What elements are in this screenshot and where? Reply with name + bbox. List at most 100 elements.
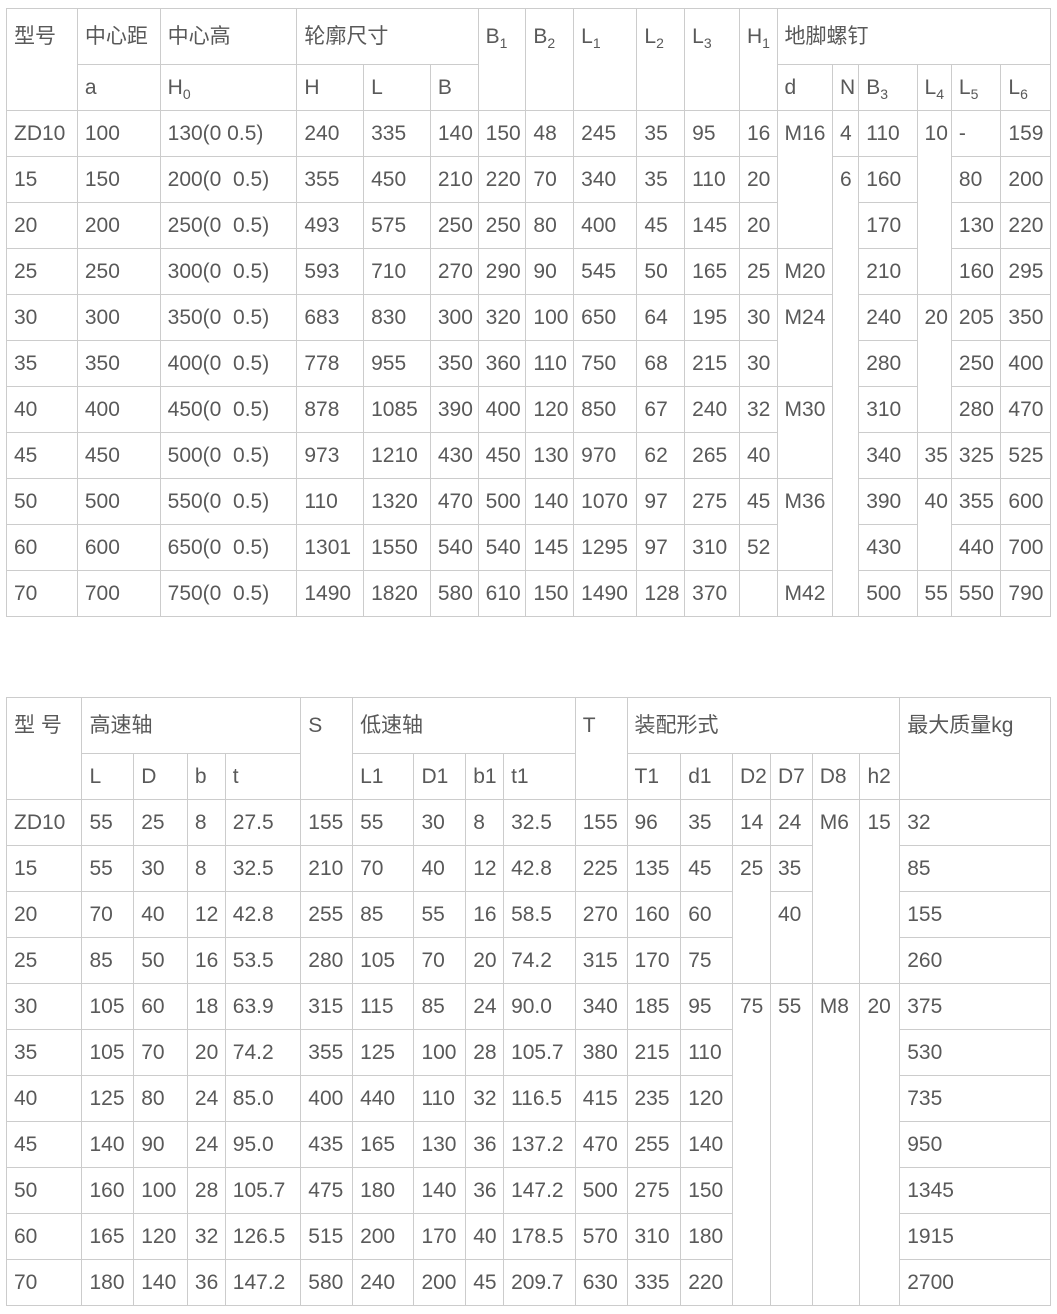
cell: 220: [1000, 202, 1051, 249]
column-header: B: [429, 64, 479, 111]
cell: 130: [413, 1121, 467, 1168]
cell: 340: [574, 983, 628, 1030]
cell: 185: [626, 983, 682, 1030]
cell: 440: [950, 524, 1002, 571]
cell: [738, 570, 778, 617]
cell: 790: [1000, 570, 1051, 617]
cell: ZD10: [5, 799, 83, 846]
cell: 340: [573, 156, 638, 203]
cell: 30: [413, 799, 467, 846]
cell: 1490: [573, 570, 638, 617]
cell: 15: [6, 156, 78, 203]
header-subscript: 1: [762, 35, 770, 52]
cell: 250(0 0.5): [159, 202, 298, 249]
cell: 265: [684, 432, 740, 479]
cell: 140: [81, 1121, 135, 1168]
header-subscript: 4: [936, 86, 945, 103]
cell: 700: [1000, 524, 1051, 571]
cell: 35: [5, 1029, 83, 1076]
cell: 155: [574, 799, 628, 846]
column-header: L6: [1000, 64, 1051, 111]
table-row: 20 200 250(0 0.5) 493 575 250 250 80 400 45 145 20 1…: [6, 202, 1051, 249]
cell: 75: [680, 937, 733, 984]
cell: 45: [6, 432, 78, 479]
cell: 25: [731, 845, 771, 984]
cell: 210: [858, 248, 918, 295]
cell: 160: [81, 1167, 135, 1214]
cell: 20: [859, 983, 901, 1306]
cell: 50: [6, 478, 78, 525]
cell: 470: [574, 1121, 628, 1168]
column-header: t: [224, 753, 302, 800]
cell: 200: [413, 1259, 467, 1306]
cell: 105: [81, 1029, 135, 1076]
cell: 97: [636, 478, 686, 525]
column-header: a: [76, 64, 161, 111]
cell: 24: [186, 1075, 226, 1122]
cell: 280: [950, 386, 1002, 433]
table-row: 50 500 550(0 0.5) 110 1320 470 500 140 1070 97 275…: [6, 478, 1051, 571]
cell: 370: [684, 570, 740, 617]
cell: 130: [950, 202, 1002, 249]
table-row: 70 700 750(0 0.5) 1490 1820 580 610 150 1490 128 3…: [6, 570, 1051, 617]
cell: 85: [413, 983, 467, 1030]
cell: 25: [5, 937, 83, 984]
cell: 220: [477, 156, 527, 203]
column-header: L5: [950, 64, 1002, 111]
column-header: L2: [636, 8, 686, 111]
cell: 360: [477, 340, 527, 387]
column-header: 型号: [6, 8, 78, 111]
table-row: 35 105 70 20 74.2 355 125 100 28 105.7 380 215 110 53…: [5, 1029, 1051, 1076]
cell: 683: [296, 294, 365, 341]
cell: 35: [636, 110, 686, 157]
cell: 40: [769, 891, 813, 984]
cell: 50: [5, 1167, 83, 1214]
cell: 40: [6, 386, 78, 433]
cell: 280: [858, 340, 918, 387]
cell: 570: [574, 1213, 628, 1260]
cell: 135: [626, 845, 682, 892]
cell: 225: [574, 845, 628, 892]
cell: 70: [133, 1029, 188, 1076]
cell: 60: [133, 983, 188, 1030]
cell: 85: [899, 845, 1051, 892]
column-header: L: [81, 753, 135, 800]
cell: 240: [858, 294, 918, 341]
cell: 540: [477, 524, 527, 571]
cell: 205: [950, 294, 1002, 341]
column-header: D2: [731, 753, 771, 800]
cell: 235: [626, 1075, 682, 1122]
cell: 1820: [363, 570, 431, 617]
header-subscript: 6: [1020, 86, 1028, 103]
cell: 270: [429, 248, 479, 295]
cell: 35: [6, 340, 78, 387]
cell: 150: [76, 156, 161, 203]
cell: 85: [81, 937, 135, 984]
column-header: H0: [159, 64, 298, 111]
table-row: 45 140 90 24 95.0 435 165 130 36 137.2 470 255 140 95…: [5, 1121, 1051, 1168]
header-subscript: 1: [592, 35, 601, 52]
cell: 850: [573, 386, 638, 433]
table-row: 40 125 80 24 85.0 400 440 110 32 116.5 415 235 120 73…: [5, 1075, 1051, 1122]
cell: 96: [626, 799, 682, 846]
table-row: 型 号高速轴 S 低速轴 T 装配形式 最大质量kg: [5, 697, 1051, 800]
cell: 70: [352, 845, 415, 892]
cell: 110: [680, 1029, 733, 1076]
cell: 12: [465, 845, 505, 892]
cell: 545: [573, 248, 638, 295]
cell: 195: [684, 294, 740, 341]
cell: 155: [300, 799, 354, 846]
cell: 145: [684, 202, 740, 249]
cell: 335: [626, 1259, 682, 1306]
cell: 63.9: [224, 983, 302, 1030]
cell: 1550: [363, 524, 431, 571]
cell: 200: [352, 1213, 415, 1260]
cell: 170: [858, 202, 918, 249]
column-header: 高速轴: [81, 697, 302, 754]
cell: 270: [574, 891, 628, 938]
cell: 147.2: [503, 1167, 576, 1214]
cell: 40: [738, 432, 778, 479]
cell: 60: [5, 1213, 83, 1260]
cell: 435: [300, 1121, 354, 1168]
cell: 45: [636, 202, 686, 249]
